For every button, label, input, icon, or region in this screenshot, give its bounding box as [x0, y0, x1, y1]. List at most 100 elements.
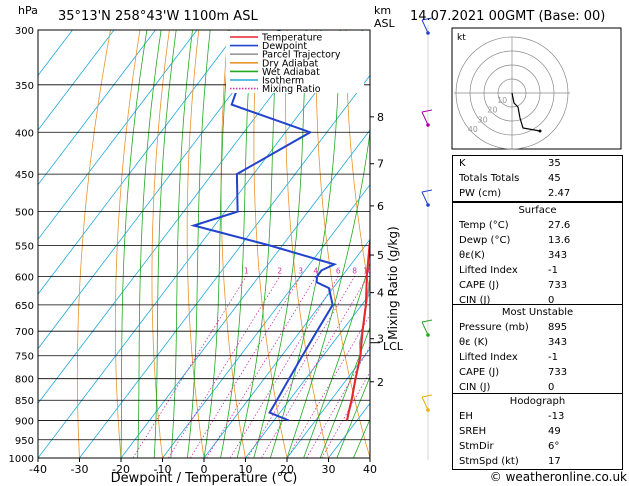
km-tick-label: 8 [377, 111, 384, 124]
row-label: SREH [459, 426, 487, 437]
isotherm-line [162, 184, 370, 458]
dry-adiabat-line [151, 30, 170, 458]
km-tick-label: 4 [377, 287, 384, 300]
isotherm-line [79, 74, 370, 458]
panel-row: SREH 49 [453, 424, 622, 439]
isotherm-line [286, 348, 370, 458]
row-value: 45 [548, 173, 561, 184]
isotherm-line [38, 30, 198, 241]
row-value: 733 [548, 367, 568, 378]
hpa-label: hPa [18, 4, 38, 17]
panel-row: CAPE (J) 733 [453, 365, 622, 380]
row-label: PW (cm) [459, 188, 502, 199]
hodograph-ring-label: 10 [497, 96, 507, 105]
wind-barb-shaft [421, 111, 429, 126]
title-right: 14.07.2021 00GMT (Base: 00) [410, 9, 605, 24]
row-value: 0 [548, 382, 555, 393]
row-value: 343 [548, 337, 568, 348]
panel-row: Dewp (°C) 13.6 [453, 233, 622, 248]
panel-title: Hodograph [509, 396, 566, 407]
isotherm-line [38, 30, 239, 295]
row-label: θε(K) [459, 250, 485, 261]
legend-label: Isotherm [262, 76, 304, 87]
row-value: 27.6 [548, 220, 571, 231]
isotherm-line [203, 238, 370, 458]
lcl-label: LCL [383, 340, 404, 353]
dry-adiabat-line [345, 30, 370, 295]
pressure-tick-label: 550 [15, 241, 34, 252]
temp-tick-label: 20 [280, 463, 294, 476]
km-tick-label: 3 [377, 333, 384, 346]
row-value: -13 [548, 411, 565, 422]
row-value: 343 [548, 250, 568, 261]
indices-panel: K 35 Totals Totals 45 PW (cm) 2.47 [452, 155, 623, 202]
surface-panel: Surface Temp (°C) 27.6 Dewp (°C) 13.6 θε(K) 34… [452, 202, 623, 309]
row-label: EH [459, 411, 473, 422]
pressure-tick-label: 300 [15, 26, 34, 37]
panel-title: Most Unstable [501, 307, 574, 318]
pressure-tick-label: 600 [15, 272, 34, 283]
row-value: 13.6 [548, 235, 571, 246]
panel-row: EH -13 [453, 409, 622, 424]
km-tick-label: 5 [377, 249, 384, 262]
hodograph-trace [511, 92, 541, 132]
isotherm-line [38, 30, 364, 458]
temp-tick-label: -40 [29, 463, 47, 476]
hodograph-ring-label: 40 [468, 125, 478, 134]
mixing-ratio-line [132, 276, 247, 458]
panel-row: CAPE (J) 733 [453, 278, 622, 293]
panel-row: Lifted Index -1 [453, 263, 622, 278]
row-label: StmDir [459, 441, 494, 452]
km-label-bottom: ASL [374, 17, 396, 30]
mixing-ratio-label: 20 [405, 266, 415, 275]
row-value: -1 [548, 352, 558, 363]
row-label: Temp (°C) [459, 220, 509, 231]
temperature-curve [346, 235, 370, 421]
pressure-tick-label: 650 [15, 301, 34, 312]
hodograph-box [451, 27, 622, 150]
wind-barb-shaft [421, 191, 429, 206]
panel-row: Lifted Index -1 [453, 350, 622, 365]
row-label: StmSpd (kt) [459, 456, 519, 467]
mixing-ratio-label: 8 [352, 266, 357, 275]
hodograph-ring-label: 30 [478, 115, 488, 124]
panel-row: Temp (°C) 27.6 [453, 218, 622, 233]
temp-tick-label: -20 [112, 463, 130, 476]
panel-row: K 35 [453, 156, 622, 171]
panel-row: Totals Totals 45 [453, 171, 622, 186]
panel-row: θε(K) 343 [453, 248, 622, 263]
pressure-tick-label: 850 [15, 396, 34, 407]
pressure-tick-label: 800 [15, 375, 34, 386]
hodograph-ring-label: 20 [487, 106, 497, 115]
temp-tick-label: -30 [71, 463, 89, 476]
mixing-ratio-line [261, 276, 369, 458]
row-value: 49 [548, 426, 561, 437]
legend-label: Dry Adiabat [262, 58, 319, 69]
footer-credit: © weatheronline.co.uk [489, 470, 627, 484]
row-label: CAPE (J) [459, 367, 500, 378]
mixing-ratio-label: 2 [277, 266, 282, 275]
x-axis-label: Dewpoint / Temperature (°C) [111, 471, 298, 486]
row-label: Totals Totals [459, 173, 520, 184]
wet-adiabat-line [120, 30, 148, 458]
mixing-ratio-axis-label: Mixing Ratio (g/kg) [386, 226, 400, 339]
dry-adiabat-line [76, 30, 111, 458]
panel-title: Surface [518, 205, 557, 216]
wind-barb-flag [421, 17, 433, 21]
km-label-top: km [374, 4, 391, 17]
mixing-ratio-line [168, 276, 281, 458]
hodograph-end [538, 129, 542, 133]
temp-tick-label: 40 [363, 463, 377, 476]
wet-adiabat-line [170, 30, 193, 458]
wet-adiabat-line [336, 375, 370, 458]
pressure-tick-label: 750 [15, 352, 34, 363]
temp-tick-label: -10 [154, 463, 172, 476]
row-label: CIN (J) [459, 295, 491, 306]
wind-barb-flag [421, 109, 433, 113]
wet-adiabat-line [137, 30, 162, 458]
row-label: Pressure (mb) [459, 322, 529, 333]
hodograph-panel: Hodograph EH -13 SREH 49 StmDir 6° StmSpd (kt) 1… [452, 393, 623, 470]
row-label: CAPE (J) [459, 280, 500, 291]
km-tick-label: 7 [377, 158, 384, 171]
title-left: 35°13'N 258°43'W 1100m ASL [58, 9, 258, 24]
